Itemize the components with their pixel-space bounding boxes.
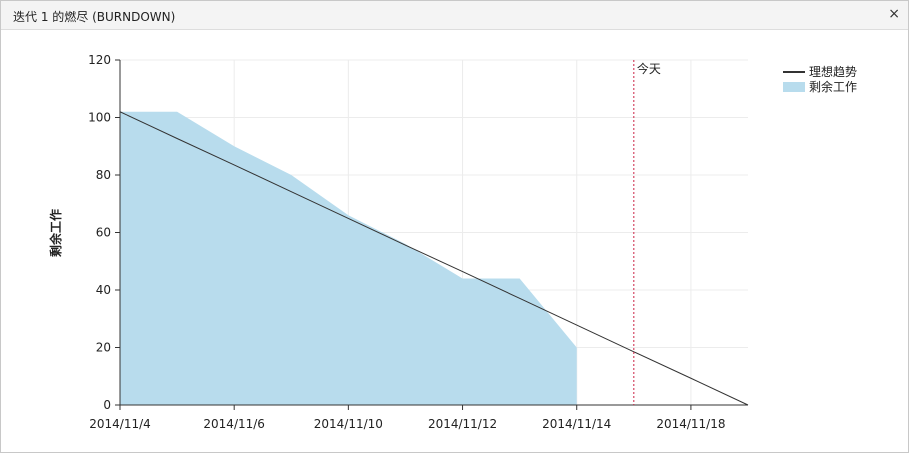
legend-swatch xyxy=(783,82,805,92)
area xyxy=(120,111,577,405)
x-tick-label: 2014/11/10 xyxy=(314,417,383,431)
dialog-title: 迭代 1 的燃尽 (BURNDOWN) xyxy=(13,10,176,24)
y-tick-label: 40 xyxy=(96,283,111,297)
y-tick-label: 80 xyxy=(96,168,111,182)
x-tick-label: 2014/11/18 xyxy=(656,417,725,431)
x-tick-label: 2014/11/14 xyxy=(542,417,611,431)
y-tick-label: 0 xyxy=(103,398,111,412)
x-tick-label: 2014/11/4 xyxy=(89,417,151,431)
x-tick-label: 2014/11/12 xyxy=(428,417,497,431)
line xyxy=(119,111,749,406)
y-tick-label: 20 xyxy=(96,341,111,355)
y-tick-label: 60 xyxy=(96,226,111,240)
y-axis-label: 剩余工作 xyxy=(48,209,63,257)
x-tick-label: 2014/11/6 xyxy=(203,417,265,431)
y-tick-label: 120 xyxy=(88,53,111,67)
dialog-header: 迭代 1 的燃尽 (BURNDOWN) × xyxy=(1,1,908,30)
legend-label: 剩余工作 xyxy=(809,79,857,94)
close-button[interactable]: × xyxy=(888,6,900,22)
legend-label: 理想趋势 xyxy=(809,64,857,79)
y-tick-label: 100 xyxy=(88,111,111,125)
today-label: 今天 xyxy=(637,61,661,76)
